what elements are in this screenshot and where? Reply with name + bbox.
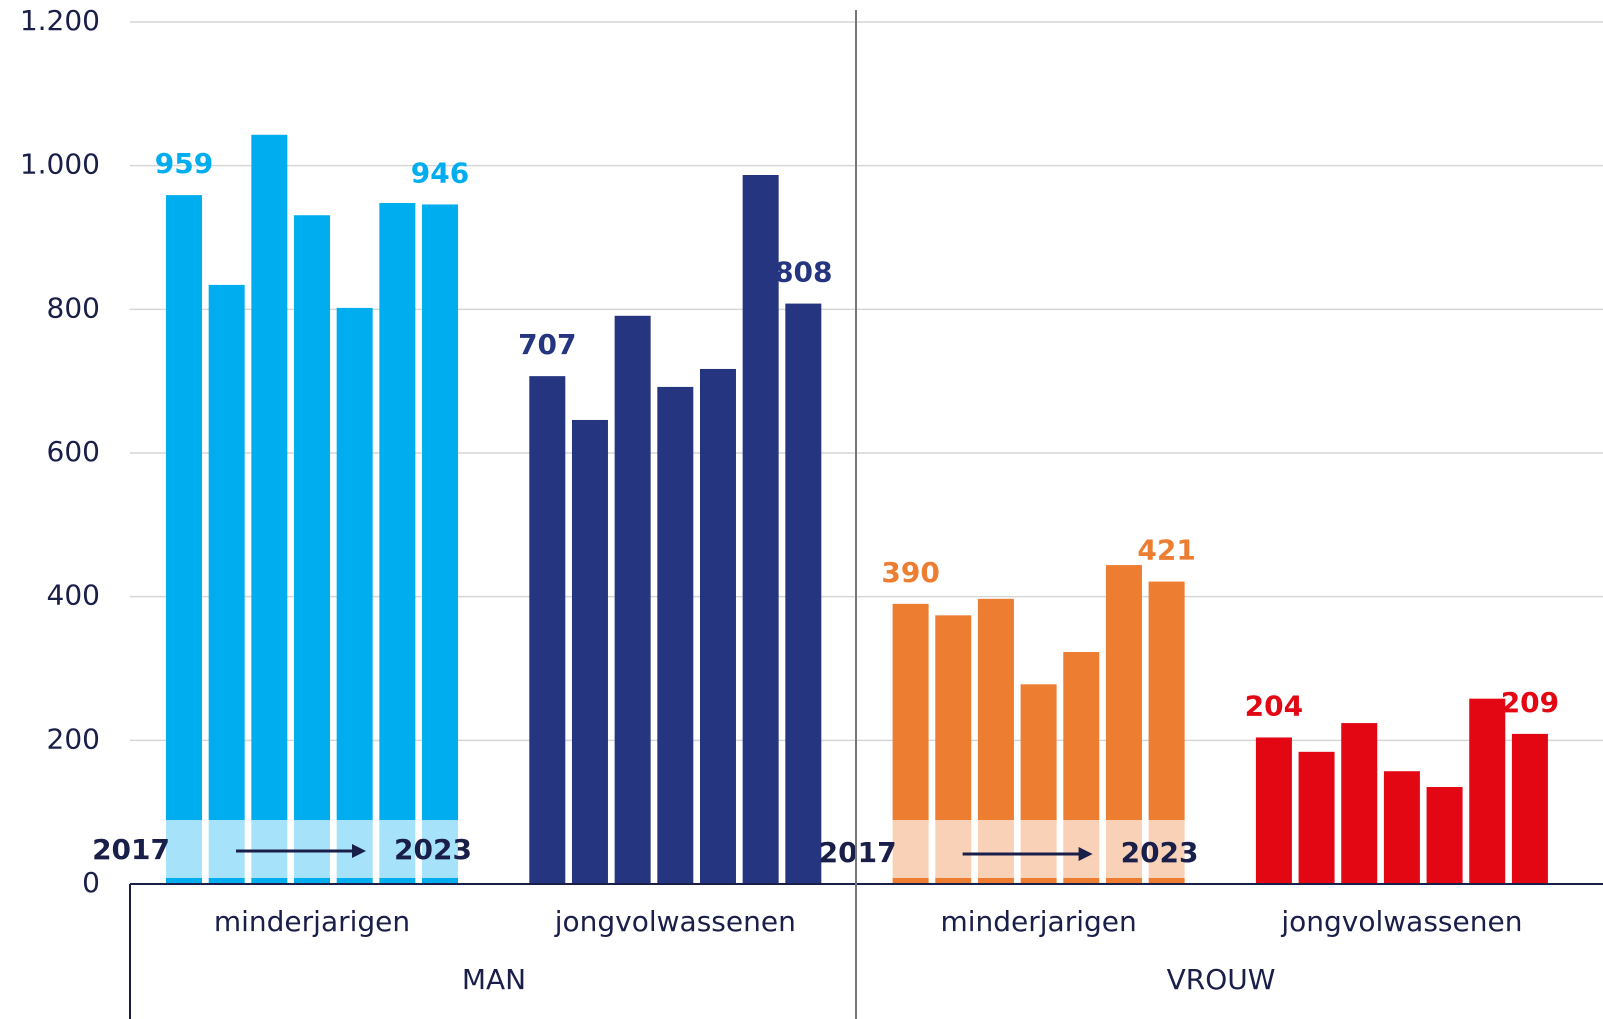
bar bbox=[571, 419, 608, 884]
bar bbox=[1383, 771, 1420, 884]
data-label: 421 bbox=[1137, 534, 1195, 567]
y-tick-label: 800 bbox=[47, 291, 100, 324]
y-tick-label: 1.200 bbox=[20, 4, 100, 37]
data-label: 707 bbox=[518, 328, 576, 361]
bar bbox=[529, 376, 566, 884]
y-tick-label: 600 bbox=[47, 435, 100, 468]
year-band bbox=[890, 820, 1187, 878]
bar bbox=[785, 303, 822, 884]
year-label: 2017 bbox=[92, 833, 170, 866]
arrow-head bbox=[1078, 847, 1093, 861]
data-label: 959 bbox=[155, 147, 213, 180]
bar bbox=[208, 284, 245, 884]
bar bbox=[422, 204, 459, 884]
bar bbox=[1426, 787, 1463, 884]
bar bbox=[166, 195, 202, 884]
group-label: minderjarigen bbox=[940, 905, 1136, 938]
year-label: 2023 bbox=[1121, 836, 1199, 869]
bar bbox=[699, 368, 736, 885]
bar bbox=[336, 307, 373, 884]
data-label: 390 bbox=[881, 556, 939, 589]
bar bbox=[1469, 698, 1506, 884]
section-label: MAN bbox=[462, 963, 526, 996]
data-label: 209 bbox=[1501, 686, 1559, 719]
bar bbox=[379, 203, 416, 884]
data-label: 204 bbox=[1245, 689, 1303, 722]
group-label: jongvolwassenen bbox=[1280, 905, 1522, 938]
bar bbox=[251, 134, 288, 885]
bar bbox=[1511, 733, 1548, 884]
year-band bbox=[164, 820, 461, 878]
group-label: minderjarigen bbox=[214, 905, 410, 938]
bar bbox=[1341, 723, 1378, 884]
bar bbox=[614, 315, 651, 884]
y-tick-label: 1.000 bbox=[20, 148, 100, 181]
bar bbox=[1255, 737, 1292, 884]
bar bbox=[742, 175, 779, 884]
section-label: VROUW bbox=[1167, 963, 1276, 996]
arrow-head bbox=[352, 844, 366, 858]
group-label: jongvolwassenen bbox=[554, 905, 796, 938]
bar bbox=[294, 215, 331, 884]
y-tick-label: 400 bbox=[47, 579, 100, 612]
year-label: 2023 bbox=[394, 833, 472, 866]
data-label: 946 bbox=[411, 156, 469, 189]
y-tick-label: 200 bbox=[47, 722, 100, 755]
data-label: 808 bbox=[774, 256, 832, 289]
y-tick-label: 0 bbox=[82, 866, 100, 899]
bar bbox=[1298, 751, 1335, 884]
year-label: 2017 bbox=[819, 836, 897, 869]
bar bbox=[657, 386, 694, 884]
